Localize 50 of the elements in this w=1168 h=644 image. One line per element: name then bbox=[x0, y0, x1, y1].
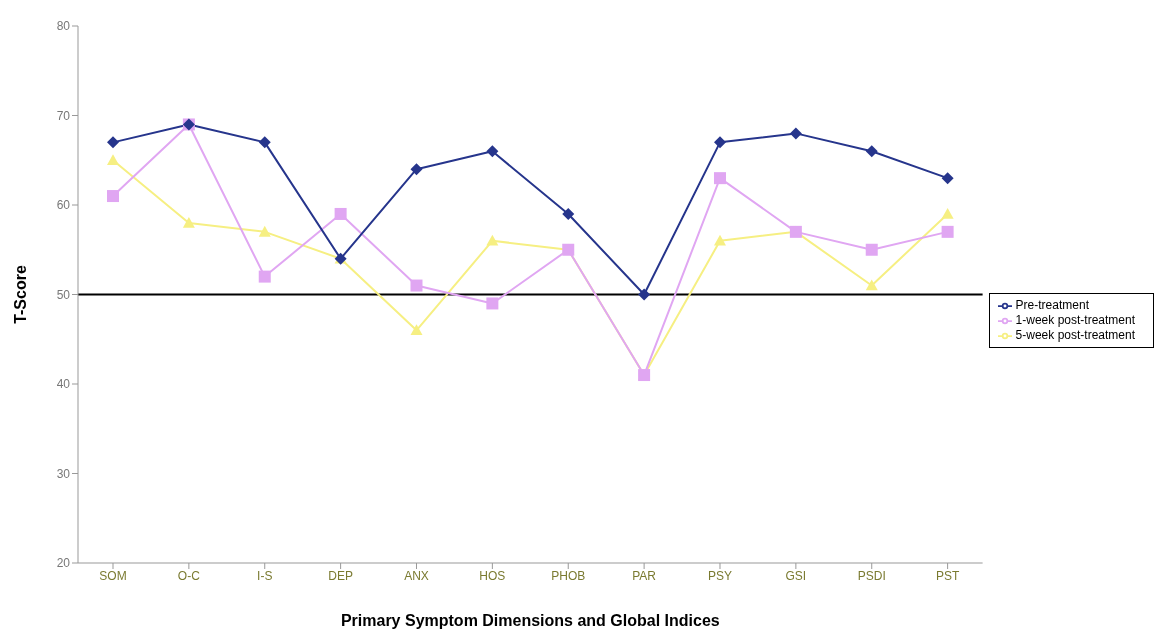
x-tick-label: PSY bbox=[707, 568, 732, 583]
x-tick-label: DEP bbox=[328, 568, 353, 583]
point bbox=[410, 163, 423, 176]
point bbox=[941, 207, 954, 219]
point bbox=[865, 243, 878, 256]
point bbox=[562, 207, 575, 220]
x-axis-title: Primary Symptom Dimensions and Global Indices bbox=[340, 612, 720, 630]
y-tick-label: 70 bbox=[56, 108, 71, 123]
y-tick-label: 20 bbox=[56, 556, 71, 571]
point bbox=[865, 279, 878, 291]
point bbox=[486, 234, 499, 246]
point bbox=[486, 297, 499, 310]
x-tick-label: I-S bbox=[257, 568, 273, 583]
point bbox=[258, 225, 271, 237]
point bbox=[107, 136, 119, 149]
legend-label: Pre-treatment bbox=[1015, 298, 1089, 313]
point bbox=[410, 279, 423, 292]
x-tick-label: HOS bbox=[479, 568, 506, 583]
legend-label: 1-week post-treatment bbox=[1015, 313, 1135, 328]
x-tick-label: PST bbox=[935, 568, 960, 583]
point bbox=[941, 225, 954, 238]
y-axis-title: T-Score bbox=[11, 265, 29, 324]
x-tick-label: PAR bbox=[632, 568, 657, 583]
y-tick-label: 50 bbox=[56, 287, 71, 302]
x-tick-label: SOM bbox=[99, 568, 127, 583]
point bbox=[107, 190, 119, 203]
point bbox=[182, 216, 195, 228]
point bbox=[789, 127, 802, 140]
point bbox=[107, 154, 119, 166]
x-tick-label: ANX bbox=[404, 568, 429, 583]
point bbox=[941, 172, 954, 185]
y-tick-label: 60 bbox=[56, 198, 71, 213]
point bbox=[713, 136, 726, 149]
point bbox=[410, 324, 423, 336]
y-tick-label: 30 bbox=[56, 466, 71, 481]
point bbox=[486, 145, 499, 158]
point bbox=[713, 234, 726, 246]
y-tick-label: 40 bbox=[56, 377, 71, 392]
x-tick-label: PSDI bbox=[857, 568, 886, 583]
point bbox=[713, 172, 726, 185]
point bbox=[258, 270, 271, 283]
y-tick-label: 80 bbox=[56, 19, 71, 34]
point bbox=[334, 207, 347, 220]
legend-label: 5-week post-treatment bbox=[1015, 327, 1135, 342]
x-tick-label: PHOB bbox=[551, 568, 586, 583]
x-tick-label: GSI bbox=[785, 568, 807, 583]
x-tick-label: O-C bbox=[177, 568, 201, 583]
point bbox=[258, 136, 271, 149]
point bbox=[638, 288, 651, 301]
point bbox=[865, 145, 878, 158]
